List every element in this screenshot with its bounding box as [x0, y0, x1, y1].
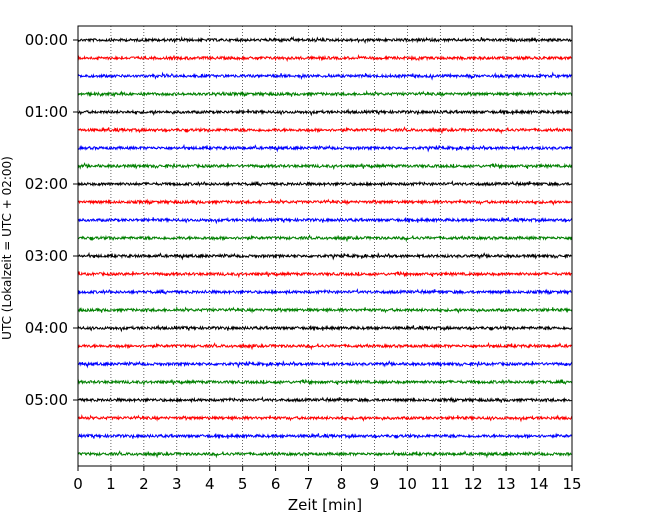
y-tick-label: 00:00 — [25, 31, 68, 49]
x-tick-label: 14 — [530, 475, 549, 493]
trace-line — [77, 432, 573, 440]
x-axis-label: Zeit [min] — [288, 496, 362, 514]
x-tick-label: 6 — [271, 475, 281, 493]
trace-line — [77, 216, 573, 225]
x-tick-label: 5 — [238, 475, 248, 493]
x-tick-label: 10 — [398, 475, 417, 493]
x-tick-label: 1 — [106, 475, 116, 493]
y-tick-label: 03:00 — [25, 247, 68, 265]
trace-line — [77, 162, 573, 171]
x-tick-label: 15 — [562, 475, 581, 493]
x-tick-label: 7 — [304, 475, 314, 493]
trace-line — [77, 180, 573, 188]
trace-line — [77, 108, 573, 117]
y-tick-label: 02:00 — [25, 175, 68, 193]
trace-line — [77, 197, 573, 206]
y-tick-label: 04:00 — [25, 319, 68, 337]
x-tick-label: 3 — [172, 475, 182, 493]
trace-line — [77, 35, 573, 45]
trace-group — [77, 35, 573, 459]
y-tick-label: 05:00 — [25, 391, 68, 409]
trace-line — [77, 126, 573, 135]
trace-line — [77, 396, 573, 404]
x-axis-ticks: 0 1 2 3 4 5 6 7 8 9 10 11 12 13 14 15 — [73, 466, 582, 493]
plot-frame — [77, 25, 573, 467]
y-axis-label: UTC (Lokalzeit = UTC + 02:00) — [0, 156, 14, 340]
x-tick-label: 0 — [73, 475, 83, 493]
trace-line — [77, 324, 573, 333]
grid-lines — [110, 26, 540, 466]
trace-line — [77, 360, 573, 369]
x-tick-label: 11 — [431, 475, 450, 493]
trace-line — [77, 413, 573, 423]
trace-line — [77, 251, 573, 261]
trace-line — [77, 234, 573, 243]
x-tick-label: 12 — [464, 475, 483, 493]
x-tick-label: 9 — [370, 475, 380, 493]
trace-line — [77, 54, 573, 63]
x-tick-label: 13 — [497, 475, 516, 493]
y-tick-label: 01:00 — [25, 103, 68, 121]
trace-line — [77, 89, 573, 98]
trace-line — [77, 305, 573, 314]
x-tick-label: 2 — [139, 475, 149, 493]
y-axis-ticks: 00:00 01:00 02:00 03:00 04:00 05:00 — [25, 31, 78, 409]
x-tick-label: 8 — [337, 475, 347, 493]
trace-line — [77, 341, 573, 351]
trace-line — [77, 143, 573, 153]
trace-line — [77, 270, 573, 279]
trace-line — [77, 378, 573, 387]
trace-line — [77, 288, 573, 296]
x-tick-label: 4 — [205, 475, 215, 493]
trace-line — [77, 449, 573, 459]
trace-line — [77, 71, 573, 81]
